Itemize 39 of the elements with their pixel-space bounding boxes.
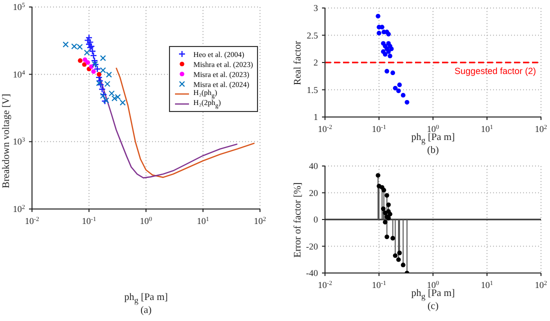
y-tick-label: 2.5 xyxy=(306,30,318,40)
y-tick-label: 3 xyxy=(314,3,318,13)
x-tick-label: 10$^{2}$ xyxy=(534,124,548,134)
x-tick-label: 10$^{0}$ xyxy=(426,124,440,134)
y-tick-label: 2 xyxy=(314,58,318,68)
x-tick-label: 10$^{2}$ xyxy=(534,280,548,290)
x-axis-title: ph$_{g}$ [Pa m] xyxy=(123,292,169,305)
text: (b) xyxy=(426,145,440,156)
x-axis-title: ph$_{g}$ [Pa m] xyxy=(411,132,455,145)
x-tick-label: 10$^{1}$ xyxy=(196,216,210,226)
x-tick-label: 10$^{0}$ xyxy=(426,280,440,290)
y-tick-label: 10$^{4}$ xyxy=(12,68,26,80)
x-tick-label: 10$^{-1}$ xyxy=(372,280,386,290)
y-tick-label: 10$^{5}$ xyxy=(12,2,25,12)
x-tick-label: 10$^{-2}$ xyxy=(318,280,332,290)
y-tick-label: -40 xyxy=(306,268,318,278)
ref-line-label: Suggested factor (2) xyxy=(454,66,536,76)
x-axis-title: ph$_{g}$ [Pa m] xyxy=(411,288,455,301)
y-tick-label: 20 xyxy=(309,188,318,198)
x-tick-label: 10$^{-2}$ xyxy=(24,216,40,226)
y-tick-label: 40 xyxy=(309,161,318,171)
y-tick-label: 10$^{3}$ xyxy=(12,136,25,147)
x-tick-label: 10$^{-1}$ xyxy=(82,216,96,226)
text: (a) xyxy=(139,305,153,316)
x-tick-label: 10$^{2}$ xyxy=(254,216,266,226)
x-tick-label: 10$^{1}$ xyxy=(480,124,494,134)
y-axis-title: Real factor xyxy=(292,39,304,87)
y-axis-title: Breakdown voltage [V] xyxy=(1,92,13,190)
y-tick-label: 10$^{2}$ xyxy=(12,204,25,214)
text: (c) xyxy=(426,301,440,312)
y-tick-label: -20 xyxy=(306,241,318,252)
y-tick-label: 1 xyxy=(314,112,318,122)
y-axis-title: Error of factor [%] xyxy=(292,180,304,260)
x-tick-label: 10$^{1}$ xyxy=(480,280,494,290)
x-tick-label: 10$^{-2}$ xyxy=(318,124,332,134)
x-tick-label: 10$^{0}$ xyxy=(140,216,152,226)
x-tick-label: 10$^{-1}$ xyxy=(372,124,386,134)
y-tick-label: 0 xyxy=(314,214,318,224)
y-tick-label: 1.5 xyxy=(306,84,318,95)
